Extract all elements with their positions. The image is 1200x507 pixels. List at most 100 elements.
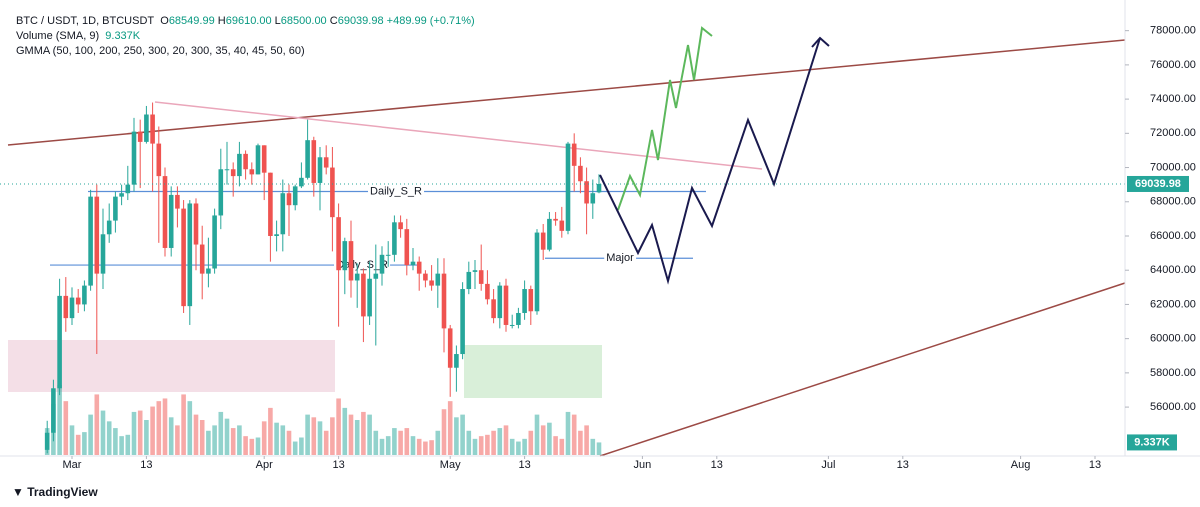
candle-body — [478, 270, 484, 284]
volume-bar — [125, 434, 131, 455]
candle-body — [137, 131, 143, 142]
x-tick-label: Mar — [63, 459, 82, 471]
candle-body — [361, 273, 366, 317]
volume-bar — [509, 438, 515, 455]
y-tick-label: 78000.00 — [1150, 25, 1196, 37]
volume-bar — [367, 414, 372, 455]
volume-bar — [75, 434, 81, 455]
ohlc-letter: C — [329, 15, 338, 27]
volume-bar — [274, 422, 279, 455]
candle-body — [57, 295, 62, 389]
candle-body — [224, 169, 230, 171]
volume-bar — [311, 417, 317, 455]
brand-name: TradingView — [27, 485, 98, 499]
volume-bar — [466, 430, 472, 455]
candle-body — [547, 218, 552, 250]
y-tick-label: 64000.00 — [1150, 264, 1196, 276]
price-label: 69039.98 — [1135, 178, 1181, 190]
candle-body — [206, 268, 211, 274]
volume-bar — [373, 430, 379, 455]
volume-bar — [404, 428, 410, 455]
volume-bar — [224, 418, 230, 455]
ohlc-value: 69610.00 — [225, 15, 272, 27]
volume-bar — [261, 421, 267, 455]
legend-row: BTC / USDT, 1D, BTCUSDT O68549.99 H69610… — [16, 14, 475, 29]
volume-bar — [540, 425, 546, 455]
volume-bar — [441, 409, 447, 455]
volume-bar — [342, 407, 348, 455]
volume-bar — [503, 425, 509, 455]
candle-body — [168, 194, 174, 248]
candle-body — [280, 193, 286, 235]
x-tick-label: 13 — [1089, 459, 1101, 471]
volume-bar — [175, 425, 180, 455]
projection-path — [599, 37, 821, 285]
volume-bar — [137, 410, 143, 455]
volume-bar — [547, 422, 552, 455]
volume-bar — [385, 436, 391, 455]
x-tick-label: Jul — [821, 459, 835, 471]
candle-body — [82, 285, 87, 305]
volume-bar — [230, 428, 236, 455]
candle-body — [305, 140, 310, 178]
volume-bar — [454, 417, 459, 455]
x-tick-label: Jun — [634, 459, 652, 471]
volume-bar — [106, 421, 112, 455]
y-tick-label: 62000.00 — [1150, 298, 1196, 310]
volume-bar — [88, 414, 93, 455]
candle-body — [119, 193, 124, 197]
y-tick-label: 70000.00 — [1150, 161, 1196, 173]
candle-body — [503, 285, 509, 325]
candle-body — [100, 234, 106, 274]
candle-body — [193, 203, 199, 245]
candle-body — [249, 169, 255, 175]
candle-body — [243, 153, 248, 170]
volume-bar — [237, 425, 242, 455]
ohlc-letter: L — [274, 15, 281, 27]
x-tick-label: Aug — [1011, 459, 1031, 471]
indicator-title: Volume (SMA, 9) — [16, 30, 100, 42]
volume-bar — [578, 430, 583, 455]
volume-bar — [398, 430, 403, 455]
volume-label: 9.337K — [1134, 436, 1170, 448]
candle-body — [268, 172, 273, 236]
volume-bar — [516, 441, 521, 455]
candle-body — [354, 273, 360, 281]
candle-body — [509, 324, 515, 326]
trend-line — [7, 39, 1126, 146]
volume-bar — [212, 425, 217, 455]
candle-body — [578, 165, 583, 182]
candle-body — [522, 289, 527, 313]
candle-body — [435, 273, 441, 286]
volume-bar — [218, 411, 224, 455]
candle-body — [212, 215, 217, 269]
candle-body — [540, 232, 546, 250]
candle-body — [416, 261, 422, 274]
candle-body — [274, 234, 279, 236]
volume-bar — [63, 401, 69, 455]
x-tick-label: 13 — [518, 459, 530, 471]
candle-body — [348, 241, 354, 281]
candle-body — [454, 354, 459, 368]
ohlc-value: 68500.00 — [280, 15, 327, 27]
candle-body — [423, 273, 428, 281]
candle-body — [336, 217, 341, 271]
candle-body — [286, 193, 292, 206]
label-bg — [368, 185, 425, 198]
volume-bar — [410, 436, 416, 455]
volume-bar — [361, 411, 366, 455]
candle-body — [491, 299, 496, 319]
volume-bar — [57, 385, 62, 455]
volume-bar — [249, 438, 255, 455]
candle-body — [398, 222, 403, 230]
candle-body — [317, 157, 323, 183]
volume-bar — [82, 432, 87, 455]
volume-bar — [497, 428, 503, 455]
candle-body — [187, 203, 193, 307]
x-tick-label: 13 — [140, 459, 152, 471]
projection-path — [617, 26, 713, 211]
trend-line — [154, 101, 763, 170]
